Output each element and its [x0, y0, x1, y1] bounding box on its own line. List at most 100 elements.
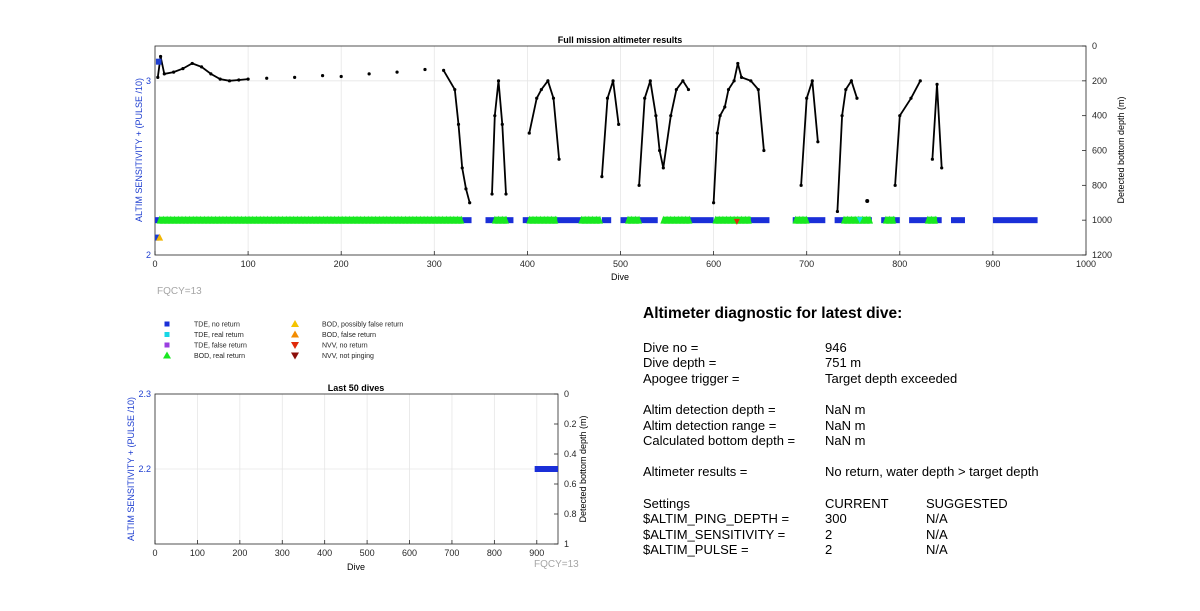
top-y-axis-label-left: ALTIM SENSITIVITY + (PULSE /10) — [134, 78, 144, 222]
bottom-x-tick-label: 200 — [232, 548, 247, 558]
settings-header-suggested: SUGGESTED — [926, 495, 1008, 511]
settings-marker — [155, 58, 162, 65]
bottom-depth-point — [637, 183, 641, 187]
bottom-depth-point — [723, 105, 727, 109]
bottom-depth-point — [367, 72, 371, 76]
bod-real-return-point — [502, 215, 509, 224]
full-mission-chart: 0 100 200 300 400 500 600 700 800 900 1000 23 0200… — [134, 35, 1126, 297]
legend-label: TDE, real return — [194, 332, 244, 339]
bottom-depth-point — [893, 183, 897, 187]
bottom-depth-point — [736, 61, 740, 66]
bod-real-return-point — [867, 215, 874, 224]
top-x-tick-label: 700 — [799, 259, 814, 269]
bottom-fqcy-annotation: FQCY=13 — [534, 559, 579, 570]
legend-marker-triangle-up — [163, 351, 171, 359]
bod-real-return-point — [636, 215, 643, 224]
bottom-depth-point — [535, 96, 539, 100]
bottom-depth-line — [442, 69, 471, 204]
tde-no-return-marker — [951, 217, 965, 224]
bottom-depth-point — [500, 122, 504, 126]
tde-no-return-marker — [792, 217, 826, 224]
bottom-depth-line — [491, 80, 507, 195]
bottom-depth-point — [805, 96, 809, 100]
diagnostic-title: Altimeter diagnostic for latest dive: — [643, 305, 903, 322]
diag-value: NaN m — [825, 433, 866, 449]
bottom-depth-point — [810, 79, 814, 83]
legend-marker-square — [164, 332, 170, 337]
bottom-depth-point — [658, 148, 662, 153]
bottom-depth-point — [600, 175, 604, 179]
bottom-y-axis-label-right: Detected bottom depth (m) — [578, 415, 588, 522]
legend-label: NVV, no return — [322, 343, 368, 350]
settings-row-sensitivity: $ALTIM_SENSITIVITY = 2 N/A — [643, 527, 1183, 543]
bottom-x-tick-label: 300 — [275, 548, 290, 558]
legend: TDE, no return TDE, real return TDE, false… — [163, 320, 403, 360]
top-x-tick-label: 0 — [152, 259, 157, 269]
return-point — [856, 217, 863, 224]
bottom-depth-point — [156, 75, 160, 79]
bottom-x-tick-label: 600 — [402, 548, 417, 558]
top-y-tick-label-left: 3 — [146, 76, 151, 86]
legend-label: NVV, not pinging — [322, 353, 374, 360]
bottom-depth-point — [493, 114, 497, 118]
bottom-depth-point — [935, 82, 939, 86]
bottom-depth-line — [712, 63, 765, 203]
bottom-depth-point — [237, 78, 241, 82]
bottom-chart-title: Last 50 dives — [328, 383, 385, 393]
settings-name: $ALTIM_PULSE = — [643, 542, 749, 558]
tde-no-return-marker — [601, 217, 612, 224]
bottom-depth-point — [762, 148, 766, 153]
bottom-x-tick-label: 500 — [360, 548, 375, 558]
bottom-depth-point — [460, 166, 464, 170]
bottom-depth-point — [218, 77, 222, 81]
settings-marker-triangle — [156, 233, 164, 241]
legend-marker-square — [164, 342, 170, 348]
bottom-depth-line — [601, 80, 620, 177]
bod-real-return-marker — [795, 216, 807, 224]
bottom-x-tick-label: 100 — [190, 548, 205, 558]
top-y-tick-label-right: 1200 — [1092, 250, 1112, 260]
diag-label: Dive no = — [643, 339, 699, 355]
diag-label: Altim detection range = — [643, 417, 777, 433]
settings-current: 2 — [825, 542, 833, 558]
bod-real-return-point — [932, 215, 939, 224]
bottom-depth-point — [527, 131, 531, 135]
bottom-depth-point — [715, 131, 719, 135]
bottom-y-tick-label-left: 2.3 — [138, 389, 151, 399]
bottom-depth-point — [246, 77, 250, 81]
diag-row-altimeter-results: Altimeter results = No return, water dept… — [643, 464, 1183, 480]
bottom-depth-point — [293, 75, 297, 79]
bottom-x-tick-label: 400 — [317, 548, 332, 558]
bottom-depth-point — [732, 79, 736, 83]
bottom-x-tick-label: 800 — [487, 548, 502, 558]
settings-header-row: Settings CURRENT SUGGESTED — [643, 496, 1183, 512]
bottom-depth-point — [490, 192, 494, 196]
bottom-y-ticks-left: 2.2 2.3 — [138, 389, 151, 474]
bottom-depth-line — [836, 78, 858, 212]
legend-marker-triangle-up — [291, 330, 299, 338]
bod-real-return-point — [890, 215, 897, 224]
bottom-depth-point — [181, 67, 185, 71]
top-x-tick-label: 200 — [334, 259, 349, 269]
last-50-dives-chart: 0 100 200 300 400 500 600 700 800 900 2.2 2.3 0 0.2… — [126, 383, 588, 572]
bottom-depth-point — [726, 87, 731, 92]
top-x-tick-label: 1000 — [1076, 259, 1096, 269]
legend-marker-square — [164, 321, 170, 327]
top-y-tick-label-left: 2 — [146, 250, 151, 260]
top-x-axis-label: Dive — [611, 272, 629, 282]
bottom-y-tick-label-right: 0.4 — [564, 449, 577, 459]
tde-no-return-marker — [909, 217, 942, 224]
bottom-depth-point — [158, 54, 163, 59]
diag-row-detection-range: Altim detection range = NaN m — [643, 418, 1183, 434]
bottom-y-tick-label-right: 0 — [564, 389, 569, 399]
diagnostic-group-dive: Dive no = 946 Dive depth = 751 m Apogee tr… — [643, 340, 1183, 387]
top-y-tick-label-right: 800 — [1092, 180, 1107, 190]
settings-marker — [155, 234, 159, 241]
bottom-depth-line — [800, 80, 819, 186]
bottom-depth-point — [654, 114, 658, 118]
bottom-depth-point — [669, 114, 673, 118]
top-x-tick-label: 400 — [520, 259, 535, 269]
diag-value: 751 m — [825, 355, 862, 371]
bottom-depth-point — [749, 79, 753, 83]
bottom-depth-point — [799, 183, 803, 187]
